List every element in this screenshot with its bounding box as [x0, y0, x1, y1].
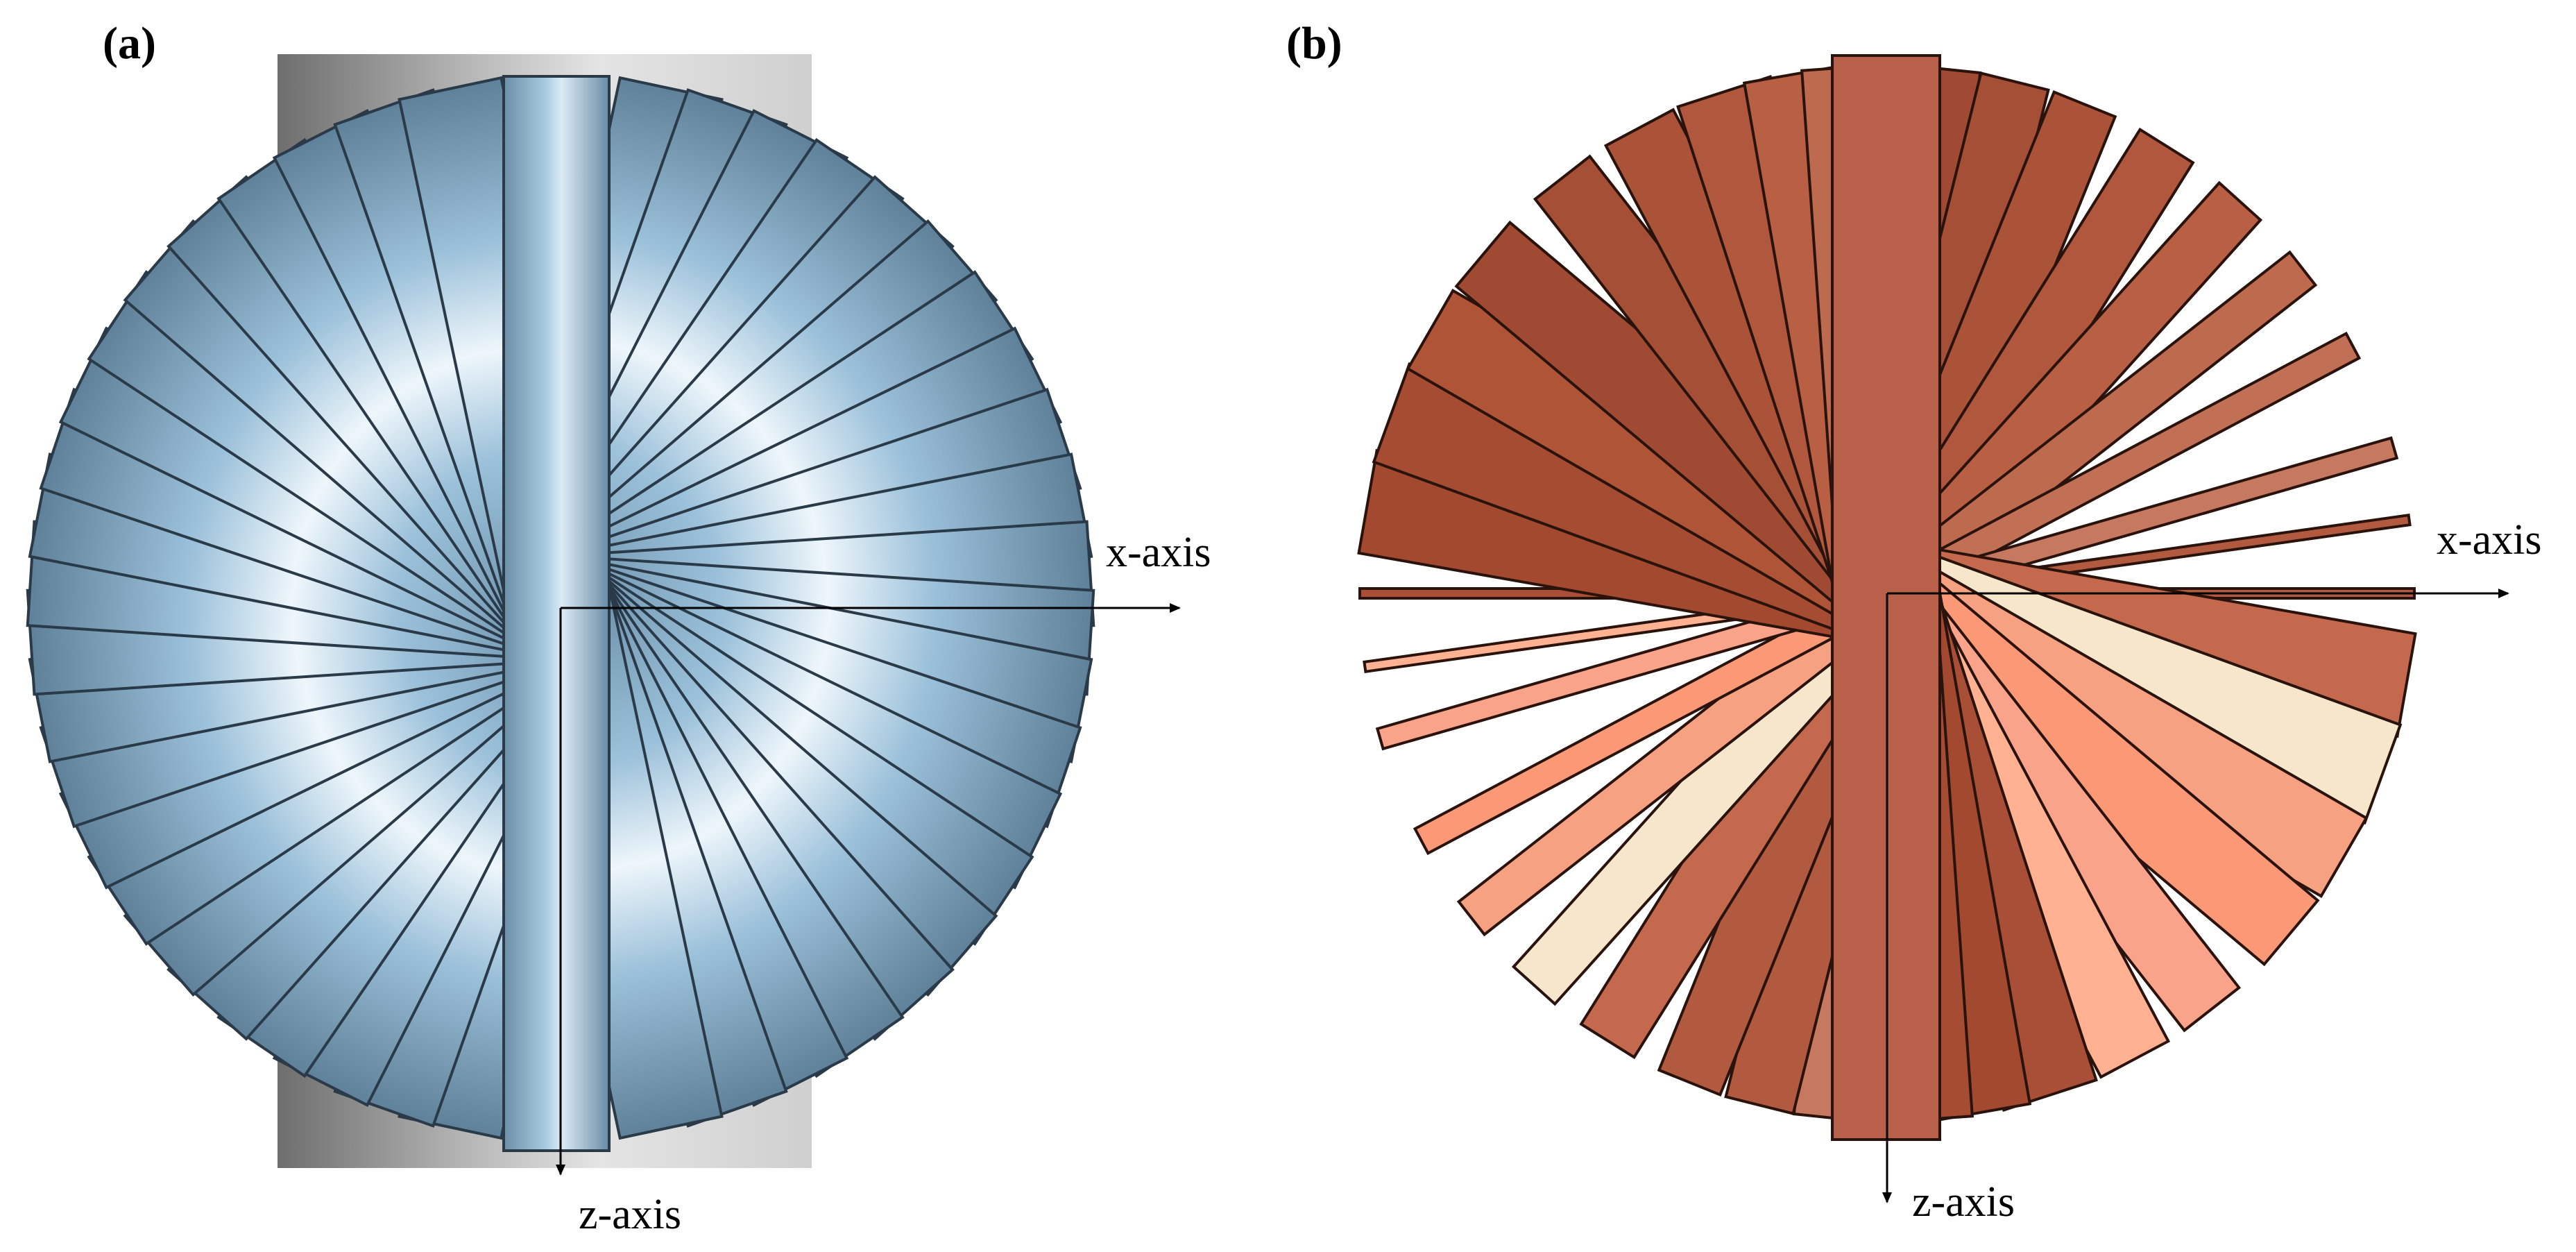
axes-a: x-axis z-axis	[556, 529, 1211, 1238]
panel-b-label: (b)	[1286, 18, 1342, 69]
z-axis-arrow	[556, 1165, 565, 1176]
z-axis-arrow	[1882, 1192, 1892, 1203]
x-axis-label: x-axis	[2437, 516, 2542, 564]
panel-a: (a) x-axis z-axis	[26, 18, 1211, 1238]
z-axis-label: z-axis	[1912, 1178, 2015, 1226]
x-axis-arrow	[2498, 589, 2509, 598]
z-axis-label: z-axis	[579, 1191, 681, 1238]
axes-b: x-axis z-axis	[1882, 516, 2542, 1226]
panel-b: (b) x-axis z-axis	[1286, 18, 2542, 1226]
panel-a-label: (a)	[103, 18, 156, 69]
x-axis-label: x-axis	[1106, 529, 1211, 576]
x-axis-arrow	[1170, 603, 1181, 613]
vertical-rod	[502, 75, 611, 1152]
